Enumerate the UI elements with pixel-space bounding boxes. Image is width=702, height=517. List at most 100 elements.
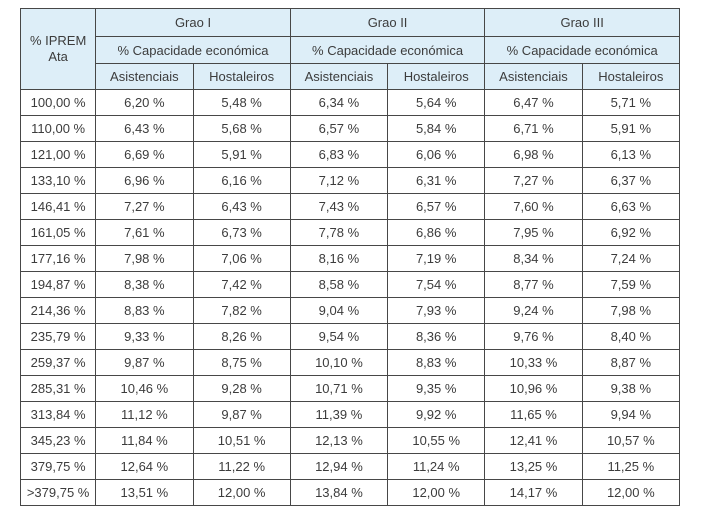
value-cell-grao2-hostaleiros: 7,19 %	[387, 245, 486, 272]
table-row: 345,23 % 11,84 % 10,51 % 12,13 % 10,55 %…	[19, 427, 681, 454]
value-cell-grao3-hostaleiros: 7,59 %	[581, 271, 681, 298]
row-header-iprem-value: 214,36 %	[19, 297, 97, 324]
value-cell-grao1-hostaleiros: 7,06 %	[192, 245, 291, 272]
value-cell-grao1-asistenciais: 6,43 %	[95, 115, 194, 142]
value-cell-grao1-asistenciais: 6,20 %	[95, 89, 194, 116]
value-cell-grao1-hostaleiros: 9,87 %	[192, 401, 291, 428]
value-cell-grao2-hostaleiros: 9,35 %	[387, 375, 486, 402]
value-cell-grao3-asistenciais: 11,65 %	[484, 401, 583, 428]
row-header-iprem-value: 345,23 %	[19, 427, 97, 454]
value-cell-grao2-asistenciais: 7,78 %	[289, 219, 389, 246]
subheader-capacidade-grao-1: % Capacidade económica	[95, 36, 291, 64]
value-cell-grao2-hostaleiros: 8,36 %	[387, 323, 486, 350]
value-cell-grao3-asistenciais: 6,47 %	[484, 89, 583, 116]
value-cell-grao2-asistenciais: 10,10 %	[289, 349, 389, 376]
value-cell-grao2-asistenciais: 13,84 %	[289, 479, 389, 506]
value-cell-grao1-hostaleiros: 5,68 %	[192, 115, 291, 142]
value-cell-grao3-hostaleiros: 6,13 %	[581, 141, 681, 168]
value-cell-grao1-hostaleiros: 12,00 %	[192, 479, 291, 506]
row-header-iprem-value: 194,87 %	[19, 271, 97, 298]
value-cell-grao3-hostaleiros: 9,94 %	[581, 401, 681, 428]
table-row: 146,41 % 7,27 % 6,43 % 7,43 % 6,57 % 7,6…	[19, 193, 681, 220]
value-cell-grao3-hostaleiros: 10,57 %	[581, 427, 681, 454]
table-row: >379,75 % 13,51 % 12,00 % 13,84 % 12,00 …	[19, 479, 681, 506]
row-header-iprem-value: 379,75 %	[19, 453, 97, 480]
iprem-capacidade-table: % IPREM Ata Grao I Grao II Grao III % Ca…	[19, 8, 681, 506]
value-cell-grao2-asistenciais: 7,43 %	[289, 193, 389, 220]
table-row: 121,00 % 6,69 % 5,91 % 6,83 % 6,06 % 6,9…	[19, 141, 681, 168]
value-cell-grao2-asistenciais: 7,12 %	[289, 167, 389, 194]
value-cell-grao3-hostaleiros: 12,00 %	[581, 479, 681, 506]
column-header-hostaleiros: Hostaleiros	[581, 63, 681, 90]
table-row: 259,37 % 9,87 % 8,75 % 10,10 % 8,83 % 10…	[19, 349, 681, 376]
value-cell-grao2-hostaleiros: 7,93 %	[387, 297, 486, 324]
value-cell-grao1-hostaleiros: 5,48 %	[192, 89, 291, 116]
row-header-iprem-value: 313,84 %	[19, 401, 97, 428]
value-cell-grao3-hostaleiros: 7,98 %	[581, 297, 681, 324]
group-header-grao-2: Grao II	[289, 8, 486, 37]
value-cell-grao2-hostaleiros: 5,64 %	[387, 89, 486, 116]
value-cell-grao3-asistenciais: 9,76 %	[484, 323, 583, 350]
value-cell-grao1-hostaleiros: 11,22 %	[192, 453, 291, 480]
value-cell-grao3-asistenciais: 8,34 %	[484, 245, 583, 272]
row-header-iprem-value: 133,10 %	[19, 167, 97, 194]
value-cell-grao3-asistenciais: 8,77 %	[484, 271, 583, 298]
table-row: 100,00 % 6,20 % 5,48 % 6,34 % 5,64 % 6,4…	[19, 89, 681, 116]
value-cell-grao3-asistenciais: 10,96 %	[484, 375, 583, 402]
value-cell-grao2-hostaleiros: 6,31 %	[387, 167, 486, 194]
value-cell-grao3-asistenciais: 7,95 %	[484, 219, 583, 246]
value-cell-grao1-asistenciais: 7,61 %	[95, 219, 194, 246]
subheader-capacidade-grao-2: % Capacidade económica	[289, 36, 486, 64]
value-cell-grao1-asistenciais: 11,12 %	[95, 401, 194, 428]
value-cell-grao2-asistenciais: 12,94 %	[289, 453, 389, 480]
row-header-iprem-value: 177,16 %	[19, 245, 97, 272]
iprem-table-container: % IPREM Ata Grao I Grao II Grao III % Ca…	[19, 8, 681, 506]
value-cell-grao1-asistenciais: 10,46 %	[95, 375, 194, 402]
value-cell-grao3-asistenciais: 14,17 %	[484, 479, 583, 506]
row-header-iprem-value: 259,37 %	[19, 349, 97, 376]
value-cell-grao1-asistenciais: 13,51 %	[95, 479, 194, 506]
column-header-row: Asistenciais Hostaleiros Asistenciais Ho…	[21, 63, 681, 90]
value-cell-grao3-hostaleiros: 9,38 %	[581, 375, 681, 402]
value-cell-grao2-hostaleiros: 5,84 %	[387, 115, 486, 142]
value-cell-grao2-asistenciais: 12,13 %	[289, 427, 389, 454]
value-cell-grao1-asistenciais: 6,69 %	[95, 141, 194, 168]
value-cell-grao2-hostaleiros: 8,83 %	[387, 349, 486, 376]
value-cell-grao2-asistenciais: 8,16 %	[289, 245, 389, 272]
row-header-iprem-value: 100,00 %	[19, 89, 97, 116]
value-cell-grao1-hostaleiros: 7,42 %	[192, 271, 291, 298]
value-cell-grao2-hostaleiros: 7,54 %	[387, 271, 486, 298]
value-cell-grao2-hostaleiros: 6,86 %	[387, 219, 486, 246]
value-cell-grao1-hostaleiros: 6,43 %	[192, 193, 291, 220]
table-row: 161,05 % 7,61 % 6,73 % 7,78 % 6,86 % 7,9…	[19, 219, 681, 246]
value-cell-grao3-asistenciais: 9,24 %	[484, 297, 583, 324]
value-cell-grao2-hostaleiros: 10,55 %	[387, 427, 486, 454]
value-cell-grao3-asistenciais: 13,25 %	[484, 453, 583, 480]
value-cell-grao3-hostaleiros: 8,40 %	[581, 323, 681, 350]
value-cell-grao1-hostaleiros: 6,16 %	[192, 167, 291, 194]
subheader-row: % Capacidade económica % Capacidade econ…	[21, 36, 680, 64]
column-header-hostaleiros: Hostaleiros	[192, 63, 291, 90]
value-cell-grao1-asistenciais: 8,83 %	[95, 297, 194, 324]
value-cell-grao1-asistenciais: 11,84 %	[95, 427, 194, 454]
value-cell-grao1-hostaleiros: 9,28 %	[192, 375, 291, 402]
corner-header-iprem-ata: % IPREM Ata	[19, 8, 97, 90]
row-header-iprem-value: 110,00 %	[19, 115, 97, 142]
table-row: 313,84 % 11,12 % 9,87 % 11,39 % 9,92 % 1…	[19, 401, 681, 428]
value-cell-grao2-asistenciais: 10,71 %	[289, 375, 389, 402]
value-cell-grao1-asistenciais: 6,96 %	[95, 167, 194, 194]
value-cell-grao3-hostaleiros: 6,37 %	[581, 167, 681, 194]
value-cell-grao3-asistenciais: 12,41 %	[484, 427, 583, 454]
value-cell-grao3-hostaleiros: 8,87 %	[581, 349, 681, 376]
table-row: 177,16 % 7,98 % 7,06 % 8,16 % 7,19 % 8,3…	[19, 245, 681, 272]
table-header: % IPREM Ata Grao I Grao II Grao III % Ca…	[19, 8, 681, 90]
value-cell-grao1-asistenciais: 7,98 %	[95, 245, 194, 272]
group-header-row: % IPREM Ata Grao I Grao II Grao III	[19, 8, 680, 90]
value-cell-grao3-hostaleiros: 7,24 %	[581, 245, 681, 272]
subheader-capacidade-grao-3: % Capacidade económica	[484, 36, 680, 64]
value-cell-grao1-asistenciais: 7,27 %	[95, 193, 194, 220]
table-body: 100,00 % 6,20 % 5,48 % 6,34 % 5,64 % 6,4…	[19, 89, 681, 506]
value-cell-grao2-asistenciais: 6,57 %	[289, 115, 389, 142]
value-cell-grao3-hostaleiros: 5,71 %	[581, 89, 681, 116]
